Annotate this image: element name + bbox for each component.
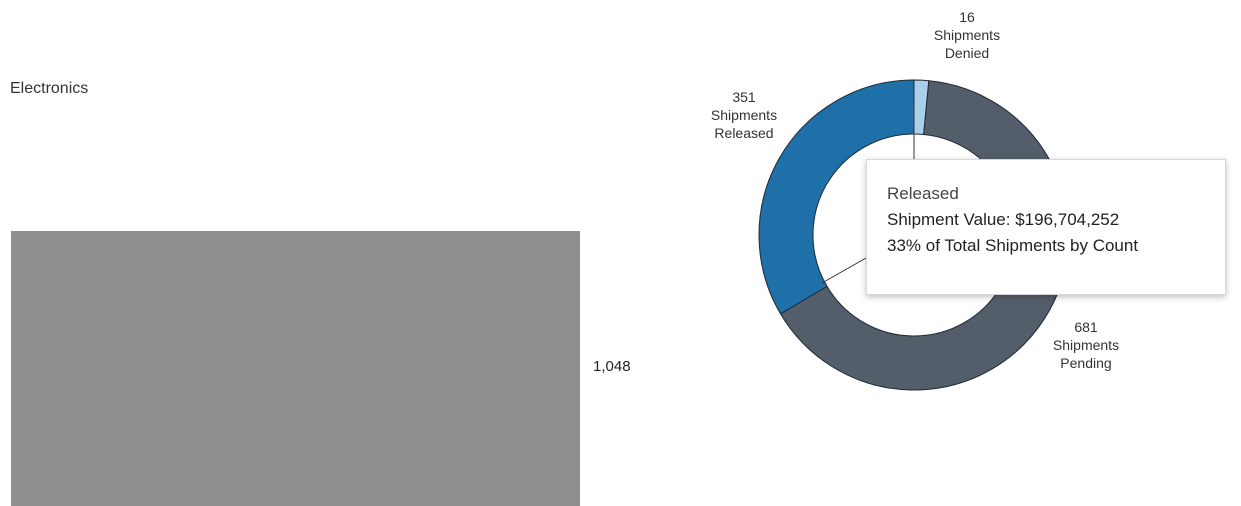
tooltip-leader-line-2 [821, 257, 867, 284]
category-label: Electronics [10, 80, 89, 97]
tooltip-value-line: Shipment Value: $196,704,252 [887, 210, 1120, 229]
bar-electronics[interactable] [11, 231, 580, 506]
bar-value-label: 1,048 [593, 358, 631, 375]
slice-label-pending: 681 Shipments Pending [1052, 319, 1120, 371]
slice-label-released: 351 Shipments Released [710, 89, 778, 141]
donut-slice-shipments-released[interactable] [758, 79, 915, 315]
slice-label-denied: 16 Shipments Denied [933, 9, 1001, 61]
tooltip-title: Released [887, 184, 959, 203]
chart-tooltip: Released Shipment Value: $196,704,252 33… [866, 159, 1226, 295]
tooltip-percent-line: 33% of Total Shipments by Count [887, 236, 1139, 255]
